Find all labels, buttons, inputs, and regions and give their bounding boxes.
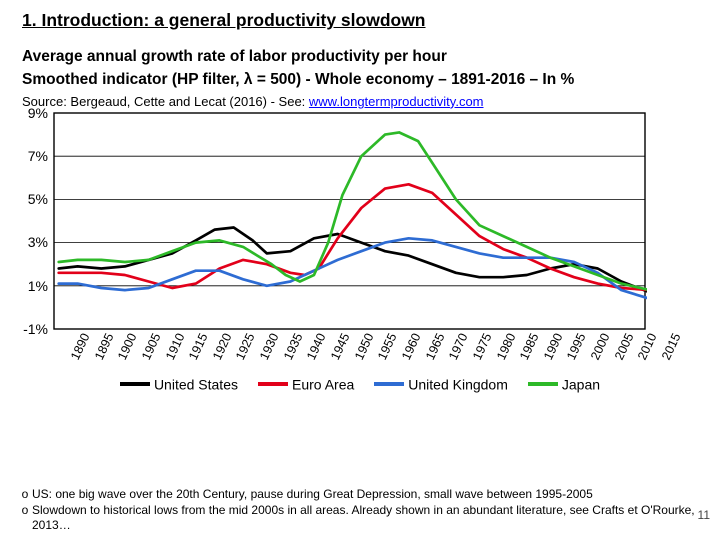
legend-swatch: [528, 382, 558, 386]
legend-item: Japan: [528, 375, 600, 392]
chart-legend: United States Euro Area United Kingdom Japa…: [22, 375, 698, 392]
x-tick-label: 1930: [257, 331, 281, 362]
legend-label: Japan: [562, 376, 600, 392]
line-chart: [52, 111, 647, 331]
x-tick-label: 1920: [210, 331, 234, 362]
source-link[interactable]: www.longtermproductivity.com: [309, 94, 484, 109]
x-tick-label: 2000: [588, 331, 612, 362]
y-tick-label: 5%: [2, 191, 52, 207]
x-tick-label: 1935: [281, 331, 305, 362]
legend-label: Euro Area: [292, 376, 354, 392]
y-tick-label: 1%: [2, 278, 52, 294]
x-tick-label: 1915: [186, 331, 210, 362]
x-tick-label: 1910: [163, 331, 187, 362]
x-tick-label: 1965: [423, 331, 447, 362]
legend-item: United States: [120, 375, 238, 392]
slide: 1. Introduction: a general productivity …: [0, 0, 720, 540]
x-tick-label: 1905: [139, 331, 163, 362]
x-tick-label: 1985: [517, 331, 541, 362]
chart-area: 1890189519001905191019151920192519301935…: [52, 111, 667, 331]
x-tick-label: 2005: [612, 331, 636, 362]
note-text: US: one big wave over the 20th Century, …: [32, 487, 593, 502]
bullet-marker: o: [18, 487, 32, 502]
legend-swatch: [120, 382, 150, 386]
x-tick-label: 1925: [234, 331, 258, 362]
x-tick-label: 1970: [446, 331, 470, 362]
x-tick-label: 1895: [92, 331, 116, 362]
x-axis-ticks: 1890189519001905191019151920192519301935…: [52, 331, 667, 371]
x-tick-label: 2010: [635, 331, 659, 362]
legend-item: Euro Area: [258, 375, 354, 392]
note-item: o Slowdown to historical lows from the m…: [18, 503, 700, 533]
note-text: Slowdown to historical lows from the mid…: [32, 503, 700, 533]
x-tick-label: 1960: [399, 331, 423, 362]
y-tick-label: 9%: [2, 105, 52, 121]
y-tick-label: 7%: [2, 148, 52, 164]
legend-label: United Kingdom: [408, 376, 508, 392]
x-tick-label: 1950: [352, 331, 376, 362]
chart-title-line2: Smoothed indicator (HP filter, λ = 500) …: [22, 70, 698, 89]
x-tick-label: 1890: [68, 331, 92, 362]
legend-swatch: [258, 382, 288, 386]
bullet-marker: o: [18, 503, 32, 533]
y-tick-label: 3%: [2, 234, 52, 250]
source-line: Source: Bergeaud, Cette and Lecat (2016)…: [22, 94, 698, 109]
x-tick-label: 1980: [494, 331, 518, 362]
page-number: 11: [698, 508, 710, 522]
slide-heading: 1. Introduction: a general productivity …: [22, 10, 698, 31]
x-tick-label: 1945: [328, 331, 352, 362]
x-tick-label: 1955: [375, 331, 399, 362]
chart-title-line1: Average annual growth rate of labor prod…: [22, 47, 698, 66]
x-tick-label: 1995: [564, 331, 588, 362]
source-prefix: Source: Bergeaud, Cette and Lecat (2016)…: [22, 94, 309, 109]
legend-swatch: [374, 382, 404, 386]
legend-label: United States: [154, 376, 238, 392]
x-tick-label: 1975: [470, 331, 494, 362]
x-tick-label: 1900: [115, 331, 139, 362]
notes: o US: one big wave over the 20th Century…: [18, 487, 700, 534]
x-tick-label: 1990: [541, 331, 565, 362]
y-tick-label: -1%: [2, 321, 52, 337]
x-tick-label: 2015: [659, 331, 683, 362]
legend-item: United Kingdom: [374, 375, 508, 392]
note-item: o US: one big wave over the 20th Century…: [18, 487, 700, 502]
x-tick-label: 1940: [304, 331, 328, 362]
